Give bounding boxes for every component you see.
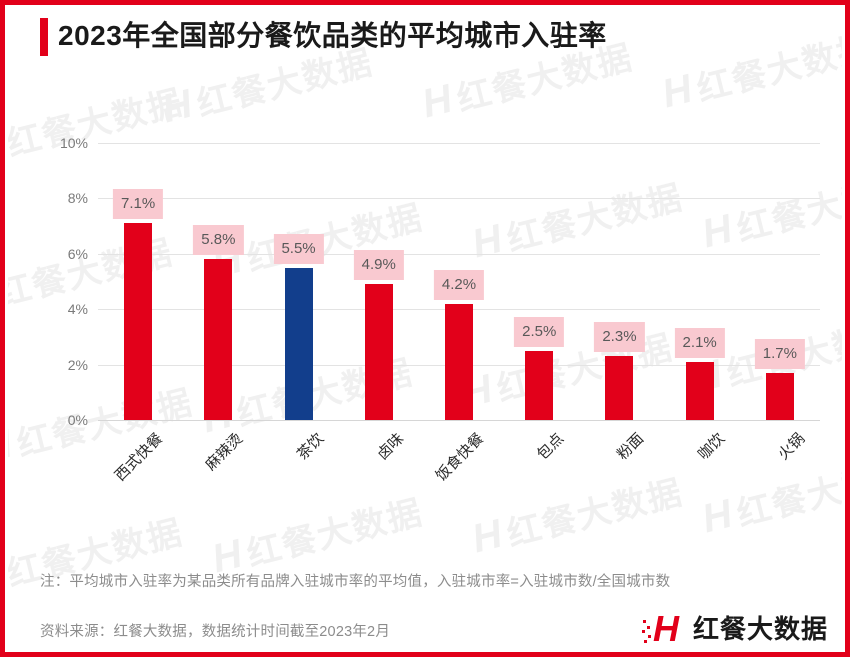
gridline — [98, 420, 820, 421]
bar-slot: 2.5% — [499, 143, 579, 420]
x-axis-category-label: 麻辣烫 — [202, 430, 247, 474]
bar-slot: 7.1% — [98, 143, 178, 420]
bar-value-label: 2.5% — [514, 316, 565, 347]
gridline — [98, 253, 820, 255]
logo-h-icon: H — [641, 608, 685, 649]
x-axis-category-label: 火锅 — [774, 430, 809, 464]
bar[interactable] — [444, 303, 473, 420]
x-axis-category-label: 咖饮 — [694, 430, 728, 464]
bar-value-label: 7.1% — [113, 189, 164, 220]
y-axis-tick-label: 0% — [67, 412, 88, 428]
bar-slot: 5.8% — [178, 143, 258, 420]
y-axis-tick-label: 2% — [67, 356, 88, 373]
footer-note: 注：平均城市入驻率为某品类所有品牌入驻城市率的平均值，入驻城市率=入驻城市数/全… — [40, 574, 671, 590]
bar[interactable] — [605, 356, 634, 420]
bar-slot: 5.5% — [258, 143, 338, 420]
brand-logo: H 红餐大数据 — [641, 610, 828, 648]
bar[interactable] — [765, 372, 794, 420]
header: 2023年全国部分餐饮品类的平均城市入驻率 — [0, 0, 850, 78]
footer-source: 资料来源：红餐大数据，数据统计时间截至2023年2月 — [40, 624, 391, 640]
bar[interactable] — [525, 350, 554, 420]
bars-group: 7.1% 5.8% 5.5% 4.9% 4.2% 2.5% 2.3% 2.1% 1.7% — [98, 143, 820, 420]
y-axis-tick-label: 4% — [67, 301, 88, 318]
page-title: 2023年全国部分餐饮品类的平均城市入驻率 — [58, 20, 607, 51]
logo-text: 红餐大数据 — [692, 614, 828, 644]
bar[interactable] — [284, 267, 313, 420]
y-axis-tick-label: 6% — [67, 245, 88, 262]
bar-value-label: 4.2% — [433, 269, 485, 300]
bar-slot: 1.7% — [740, 143, 820, 420]
bar-slot: 4.2% — [419, 143, 499, 420]
frame-right — [845, 0, 850, 657]
bar-slot: 4.9% — [339, 143, 419, 420]
x-axis-category-label: 饭食快餐 — [432, 430, 488, 485]
bar-value-label: 1.7% — [754, 338, 805, 369]
x-axis-category-label: 粉面 — [614, 430, 648, 464]
bar-slot: 2.3% — [579, 143, 659, 420]
bar-slot: 2.1% — [660, 143, 740, 420]
bar-value-label: 2.1% — [674, 327, 725, 358]
bar-value-label: 5.8% — [193, 225, 244, 256]
frame-bottom — [0, 652, 850, 657]
x-axis-category-label: 西式快餐 — [111, 430, 167, 485]
x-axis-category-label: 包点 — [534, 430, 568, 464]
frame-top — [0, 0, 850, 5]
title-accent-bar — [40, 18, 48, 56]
logo-h-glyph: H — [652, 608, 679, 649]
bar[interactable] — [124, 223, 153, 420]
bar-value-label: 4.9% — [353, 250, 404, 281]
y-axis-tick-label: 8% — [67, 190, 88, 207]
gridline — [98, 198, 820, 200]
y-axis-tick-label: 10% — [59, 135, 88, 151]
gridline — [98, 143, 820, 144]
x-axis-category-label: 茶饮 — [293, 430, 327, 464]
bar-value-label: 2.3% — [594, 322, 645, 353]
bar[interactable] — [204, 259, 233, 420]
bar[interactable] — [685, 361, 714, 420]
x-axis-category-label: 卤味 — [373, 430, 407, 464]
bar-value-label: 5.5% — [273, 233, 324, 264]
frame-left — [0, 0, 5, 657]
bar[interactable] — [364, 284, 393, 420]
